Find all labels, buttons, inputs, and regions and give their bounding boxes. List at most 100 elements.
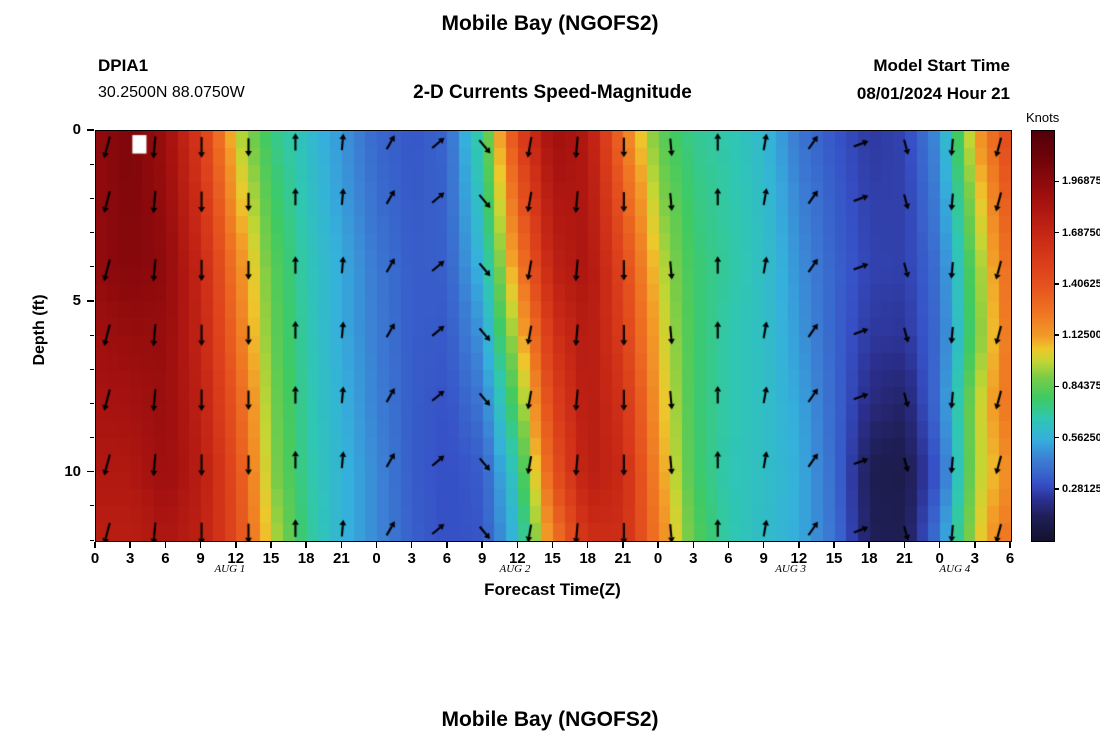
x-tick-label: 9 bbox=[477, 550, 487, 567]
x-tick-label: 0 bbox=[90, 550, 100, 567]
x-tick-label: 21 bbox=[333, 550, 350, 567]
x-tick-mark bbox=[833, 542, 835, 548]
colorbar-tick-label: 1.12500 bbox=[1062, 329, 1100, 341]
x-tick-mark bbox=[938, 542, 941, 548]
x-tick-label: 6 bbox=[1005, 550, 1015, 567]
x-tick-mark bbox=[868, 542, 870, 548]
y-tick-label: 10 bbox=[64, 462, 81, 480]
y-tick-mark bbox=[87, 300, 94, 302]
model-start-time-label: Model Start Time bbox=[873, 56, 1010, 75]
heatmap-canvas bbox=[96, 131, 1011, 541]
x-tick-mark bbox=[375, 542, 378, 548]
x-tick-mark bbox=[762, 542, 765, 548]
colorbar-tick-label: 1.68750 bbox=[1062, 226, 1100, 239]
y-minor-tick-mark bbox=[90, 505, 94, 507]
colorbar-tick-mark bbox=[1055, 488, 1059, 490]
x-tick-mark bbox=[974, 542, 976, 548]
y-minor-tick-mark bbox=[90, 437, 94, 438]
x-tick-mark bbox=[657, 542, 659, 548]
x-tick-mark bbox=[551, 542, 554, 548]
y-minor-tick-mark bbox=[90, 334, 94, 336]
x-tick-mark bbox=[798, 542, 800, 548]
colorbar-tick-label: 0.56250 bbox=[1062, 431, 1100, 444]
x-tick-label: 0 bbox=[372, 550, 381, 567]
plot-subtitle: 2-D Currents Speed-Magnitude bbox=[413, 82, 692, 103]
x-tick-mark bbox=[586, 542, 589, 548]
y-minor-tick-mark bbox=[90, 266, 94, 268]
page-title: Mobile Bay (NGOFS2) bbox=[441, 12, 659, 35]
x-tick-mark bbox=[622, 542, 624, 548]
x-tick-mark bbox=[164, 542, 167, 548]
x-tick-mark bbox=[903, 542, 906, 548]
x-tick-label: 18 bbox=[860, 550, 878, 567]
date-label: AUG 3 bbox=[775, 563, 807, 575]
colorbar-tick-label: 1.96875 bbox=[1062, 175, 1100, 188]
x-tick-mark bbox=[1009, 542, 1011, 548]
colorbar-tick-label: 1.40625 bbox=[1062, 277, 1100, 290]
next-plot-title: Mobile Bay (NGOFS2) bbox=[441, 708, 659, 731]
colorbar-tick-mark bbox=[1055, 283, 1059, 285]
date-label: AUG 1 bbox=[214, 563, 246, 575]
y-axis-title: Depth (ft) bbox=[31, 294, 48, 366]
x-tick-mark bbox=[446, 542, 448, 548]
x-tick-label: 3 bbox=[689, 550, 698, 567]
x-tick-mark bbox=[516, 542, 519, 548]
x-tick-mark bbox=[340, 542, 343, 548]
x-tick-label: 18 bbox=[579, 550, 597, 567]
y-tick-mark bbox=[87, 129, 94, 131]
x-tick-label: 6 bbox=[442, 550, 452, 567]
y-tick-mark bbox=[87, 470, 94, 473]
colorbar-tick-label: 0.84375 bbox=[1062, 380, 1100, 393]
x-tick-label: 3 bbox=[407, 550, 416, 567]
x-tick-mark bbox=[727, 542, 730, 548]
x-tick-label: 12 bbox=[508, 550, 526, 567]
station-coordinates: 30.2500N 88.0750W bbox=[98, 84, 245, 101]
y-minor-tick-mark bbox=[90, 402, 94, 404]
colorbar-tick-mark bbox=[1055, 385, 1059, 387]
y-minor-tick-mark bbox=[90, 163, 94, 165]
x-tick-label: 0 bbox=[653, 550, 663, 567]
x-tick-label: 12 bbox=[227, 550, 245, 567]
date-label: AUG 4 bbox=[939, 563, 971, 575]
x-tick-mark bbox=[305, 542, 307, 548]
x-tick-label: 21 bbox=[614, 550, 632, 567]
colorbar-tick-mark bbox=[1055, 334, 1059, 336]
x-tick-label: 6 bbox=[161, 550, 170, 567]
colorbar bbox=[1031, 130, 1055, 542]
colorbar-canvas bbox=[1032, 131, 1054, 541]
x-tick-label: 12 bbox=[790, 550, 808, 567]
x-tick-label: 15 bbox=[825, 550, 843, 567]
colorbar-tick-mark bbox=[1055, 231, 1059, 234]
x-tick-label: 15 bbox=[262, 550, 280, 567]
y-minor-tick-mark bbox=[90, 232, 94, 233]
x-tick-label: 0 bbox=[935, 550, 944, 567]
x-tick-mark bbox=[129, 542, 131, 548]
heatmap-plot-area bbox=[95, 130, 1012, 542]
colorbar-tick-mark bbox=[1055, 436, 1059, 439]
colorbar-title: Knots bbox=[1026, 110, 1060, 125]
y-tick-label: 0 bbox=[72, 121, 81, 138]
y-tick-label: 5 bbox=[72, 291, 81, 309]
y-minor-tick-mark bbox=[90, 197, 94, 199]
x-tick-mark bbox=[692, 542, 695, 548]
x-tick-label: 9 bbox=[196, 550, 205, 567]
x-axis-title: Forecast Time(Z) bbox=[484, 580, 621, 599]
x-tick-mark bbox=[235, 542, 237, 548]
x-tick-label: 3 bbox=[126, 550, 135, 567]
y-minor-tick-mark bbox=[90, 368, 94, 370]
x-tick-label: 3 bbox=[970, 550, 979, 567]
model-start-time-value: 08/01/2024 Hour 21 bbox=[856, 84, 1010, 103]
colorbar-tick-mark bbox=[1055, 180, 1059, 182]
x-tick-label: 21 bbox=[896, 550, 913, 567]
x-tick-mark bbox=[410, 542, 413, 548]
colorbar-tick-label: 0.28125 bbox=[1062, 482, 1100, 495]
x-tick-label: 9 bbox=[759, 550, 768, 567]
x-tick-mark bbox=[199, 542, 202, 548]
y-minor-tick-mark bbox=[90, 539, 94, 541]
date-label: AUG 2 bbox=[499, 563, 531, 575]
station-id: DPIA1 bbox=[98, 56, 149, 75]
x-tick-mark bbox=[94, 542, 96, 548]
x-tick-label: 6 bbox=[724, 550, 733, 567]
x-tick-label: 15 bbox=[544, 550, 561, 567]
